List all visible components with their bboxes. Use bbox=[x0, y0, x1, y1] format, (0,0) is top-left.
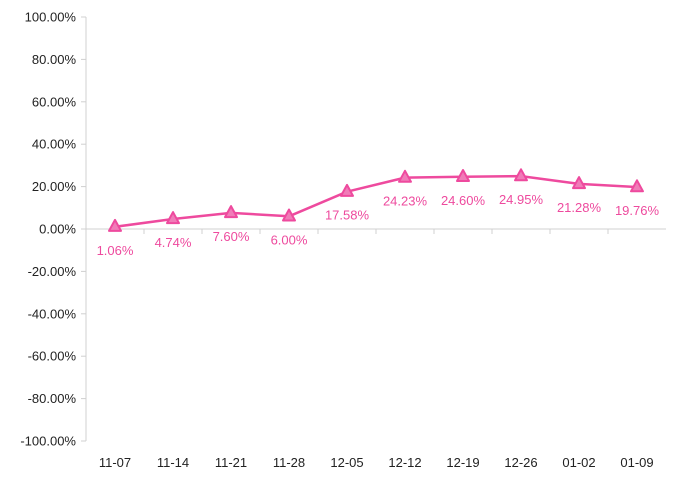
x-tick-label: 11-21 bbox=[215, 455, 247, 470]
y-tick-label: -100.00% bbox=[20, 434, 76, 449]
data-label: 7.60% bbox=[213, 229, 250, 244]
y-tick-label: -20.00% bbox=[28, 264, 77, 279]
y-tick-label: 80.00% bbox=[32, 52, 77, 67]
data-point-marker bbox=[514, 168, 528, 182]
x-tick-label: 11-14 bbox=[157, 455, 189, 470]
y-tick-label: -60.00% bbox=[28, 349, 77, 364]
y-tick-label: 100.00% bbox=[25, 10, 77, 25]
x-tick-label: 01-09 bbox=[620, 455, 653, 470]
y-axis-ticks: 100.00% 80.00% 60.00% 40.00% 20.00% 0.00% -20.… bbox=[20, 10, 86, 449]
x-tick-label: 12-26 bbox=[504, 455, 537, 470]
data-label: 24.23% bbox=[383, 194, 428, 209]
data-point-marker bbox=[398, 169, 412, 183]
series-line bbox=[114, 174, 638, 229]
x-tick-label: 11-28 bbox=[273, 455, 305, 470]
y-tick-label: 0.00% bbox=[39, 222, 76, 237]
y-tick-label: -80.00% bbox=[28, 391, 77, 406]
x-axis-ticks: 11-07 11-14 11-21 11-28 12-05 12-12 12-19 12-26… bbox=[99, 229, 654, 470]
data-label: 21.28% bbox=[557, 200, 602, 215]
x-tick-label: 12-05 bbox=[330, 455, 363, 470]
data-point-marker bbox=[282, 208, 296, 222]
x-tick-label: 11-07 bbox=[99, 455, 131, 470]
x-tick-label: 01-02 bbox=[562, 455, 595, 470]
data-label: 4.74% bbox=[155, 235, 192, 250]
data-label: 1.06% bbox=[97, 243, 134, 258]
data-labels: 1.06% 4.74% 7.60% 6.00% 17.58% 24.23% 24.60% 24… bbox=[97, 192, 660, 258]
data-point-marker bbox=[572, 176, 586, 190]
data-point-marker bbox=[166, 211, 180, 225]
y-tick-label: 60.00% bbox=[32, 94, 77, 109]
data-point-marker bbox=[224, 205, 238, 219]
data-point-marker bbox=[108, 218, 122, 232]
y-tick-label: 40.00% bbox=[32, 137, 77, 152]
y-tick-label: 20.00% bbox=[32, 179, 77, 194]
data-label: 24.95% bbox=[499, 192, 544, 207]
data-label: 24.60% bbox=[441, 193, 486, 208]
data-point-marker bbox=[456, 169, 470, 182]
series-group bbox=[108, 168, 644, 232]
x-tick-label: 12-12 bbox=[388, 455, 421, 470]
y-tick-label: -40.00% bbox=[28, 306, 77, 321]
data-point-marker bbox=[340, 183, 354, 197]
data-label: 17.58% bbox=[325, 208, 370, 223]
data-label: 19.76% bbox=[615, 203, 660, 218]
data-label: 6.00% bbox=[271, 232, 308, 247]
data-point-marker bbox=[630, 179, 644, 193]
x-tick-label: 12-19 bbox=[446, 455, 479, 470]
